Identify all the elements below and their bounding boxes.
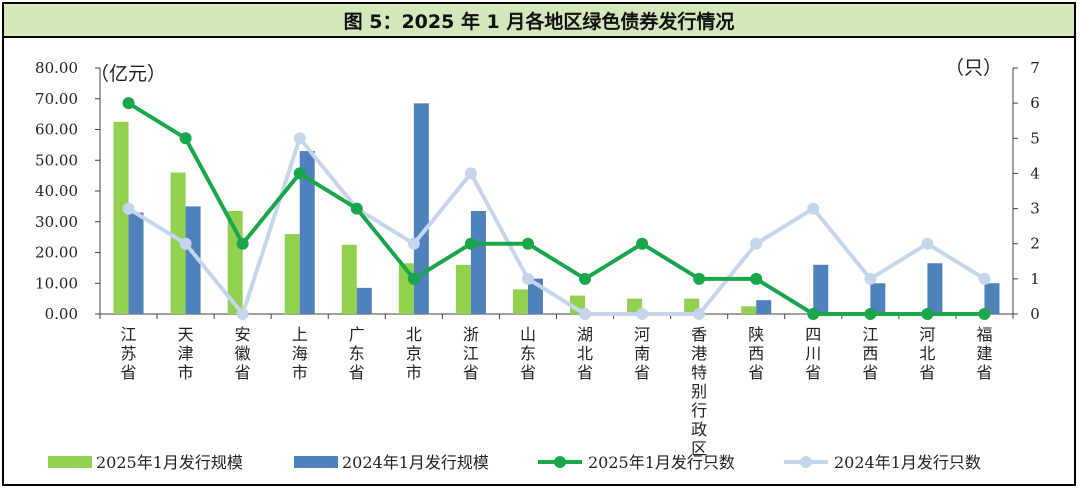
y-left-tick-label: 80.00	[35, 59, 78, 77]
bar-2025	[284, 234, 300, 314]
x-category-label: 江苏省	[121, 325, 137, 382]
bar-2024	[870, 283, 886, 314]
legend-label-2025-bar: 2025年1月发行规模	[96, 453, 243, 472]
legend-swatch-2024-bar	[294, 456, 338, 468]
y-left-tick-label: 70.00	[35, 90, 78, 108]
legend-marker-2024-line	[800, 456, 812, 468]
y-right-tick-label: 7	[1030, 59, 1040, 77]
line-point-2024	[179, 237, 192, 250]
x-category-label: 江西省	[862, 325, 878, 382]
y-left-tick-label: 30.00	[35, 213, 78, 231]
x-category-label: 河南省	[634, 325, 650, 382]
bar-2025	[741, 306, 757, 314]
legend-label-2024-bar: 2024年1月发行规模	[342, 453, 489, 472]
line-point-2024	[807, 202, 820, 215]
y-left-tick-label: 60.00	[35, 121, 78, 139]
line-point-2024	[236, 308, 249, 320]
line-series-2025	[127, 101, 985, 316]
bar-2024	[185, 206, 201, 314]
legend-marker-2025-line	[554, 456, 566, 468]
line-point-2024	[864, 272, 877, 285]
y-left-tick-label: 0.00	[45, 305, 78, 323]
x-category-label: 天津市	[178, 325, 194, 382]
line-point-2025	[293, 167, 306, 180]
line-point-2024	[579, 308, 592, 320]
y-left-tick-label: 50.00	[35, 151, 78, 169]
line-point-2025	[693, 272, 706, 285]
y-right-tick-label: 4	[1030, 164, 1040, 182]
bar-2025	[170, 172, 186, 314]
x-category-label: 上海市	[292, 325, 308, 382]
y-right-tick-label: 1	[1030, 270, 1040, 288]
y-left-tick-label: 20.00	[35, 244, 78, 262]
line-point-2024	[521, 272, 534, 285]
y-right-tick-label: 6	[1030, 94, 1040, 112]
line-point-2025	[750, 272, 763, 285]
bar-2025	[512, 289, 528, 314]
bar-2024	[413, 103, 429, 314]
y-right-unit-label: （只）	[945, 57, 1002, 79]
x-category-label: 香港特别行政区	[691, 325, 707, 458]
bar-2024	[299, 151, 315, 314]
line-point-2025	[521, 237, 534, 250]
line-point-2024	[978, 272, 991, 285]
y-right-tick-label: 5	[1030, 129, 1040, 147]
line-point-2024	[693, 308, 706, 320]
bar-2024	[128, 212, 144, 314]
x-category-label: 广东省	[349, 325, 365, 382]
line-point-2024	[407, 237, 420, 250]
y-left-tick-label: 40.00	[35, 182, 78, 200]
y-left-unit-label: （亿元）	[90, 63, 166, 85]
bar-2024	[984, 283, 1000, 314]
x-category-label: 福建省	[976, 325, 992, 382]
line-point-2024	[750, 237, 763, 250]
line-point-2025	[921, 308, 934, 320]
x-category-label: 陕西省	[748, 325, 764, 382]
y-right-tick-label: 3	[1030, 200, 1040, 218]
line-point-2025	[179, 132, 192, 145]
line-point-2025	[236, 237, 249, 250]
line-series-2024	[127, 136, 986, 316]
line-point-2025	[464, 237, 477, 250]
bar-2024	[927, 263, 943, 314]
bar-2024	[356, 287, 372, 314]
y-left-tick-label: 10.00	[35, 274, 78, 292]
line-point-2025	[636, 237, 649, 250]
x-category-label: 浙江省	[463, 325, 479, 382]
bar-2024	[470, 210, 486, 314]
chart-title: 图 5：2025 年 1 月各地区绿色债券发行情况	[4, 4, 1074, 38]
line-point-2024	[921, 237, 934, 250]
y-right-tick-label: 0	[1030, 305, 1040, 323]
line-point-2025	[978, 308, 991, 320]
line-point-2024	[636, 308, 649, 320]
x-category-label: 安徽省	[235, 325, 251, 382]
x-category-label: 湖北省	[577, 325, 593, 382]
bar-2024	[756, 300, 772, 314]
bar-2025	[455, 264, 471, 314]
x-category-label: 北京市	[406, 325, 422, 382]
bar-2025	[113, 121, 129, 314]
y-right-tick-label: 2	[1030, 235, 1040, 253]
bar-2025	[341, 244, 357, 314]
line-point-2025	[579, 272, 592, 285]
line-point-2024	[293, 132, 306, 145]
x-category-label: 四川省	[805, 325, 821, 382]
legend-label-2024-line: 2024年1月发行只数	[834, 453, 981, 472]
x-category-label: 河北省	[919, 325, 935, 382]
line-point-2025	[864, 308, 877, 320]
line-point-2025	[122, 97, 135, 110]
legend-swatch-2025-bar	[48, 456, 92, 468]
line-point-2025	[407, 272, 420, 285]
line-point-2024	[122, 202, 135, 215]
line-point-2025	[350, 202, 363, 215]
line-point-2024	[464, 167, 477, 180]
legend-label-2025-line: 2025年1月发行只数	[588, 453, 735, 472]
x-category-label: 山东省	[520, 325, 536, 382]
line-point-2025	[807, 308, 820, 320]
bar-2024	[813, 264, 829, 314]
